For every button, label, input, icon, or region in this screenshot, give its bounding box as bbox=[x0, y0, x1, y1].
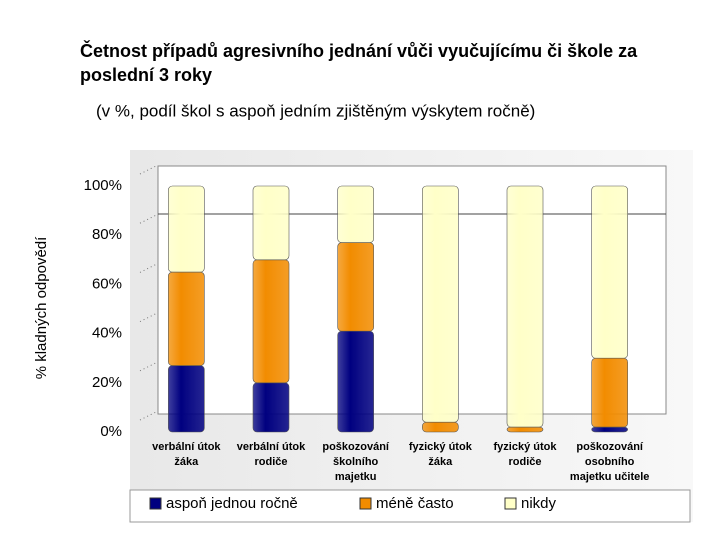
x-tick-label: majetku bbox=[335, 471, 377, 483]
x-tick-label: rodiče bbox=[254, 456, 287, 468]
bar-segment bbox=[591, 426, 628, 433]
bar-segment bbox=[252, 259, 290, 384]
bar-segment bbox=[422, 421, 459, 433]
x-tick-label: školního bbox=[333, 456, 379, 468]
x-tick-label: žáka bbox=[174, 456, 199, 468]
bar-segment bbox=[168, 271, 205, 366]
x-tick-label: majetku učitele bbox=[570, 471, 649, 483]
subtitle: (v %, podíl škol s aspoň jedním zjištěný… bbox=[96, 101, 535, 120]
legend-label: aspoň jednou ročně bbox=[166, 495, 298, 512]
legend-swatch bbox=[359, 497, 372, 510]
tick-mark bbox=[139, 263, 157, 273]
x-tick-label: poškozování bbox=[576, 441, 644, 453]
bar-segment bbox=[506, 426, 544, 433]
x-tick-label: osobního bbox=[585, 456, 635, 468]
y-axis-label: % kladných odpovědí bbox=[33, 236, 50, 379]
tick-mark bbox=[139, 313, 157, 323]
y-tick-label: 20% bbox=[92, 374, 122, 391]
bar-segment bbox=[591, 357, 628, 428]
bar-segment bbox=[168, 365, 205, 433]
plot-wall bbox=[157, 165, 667, 415]
chart-title: Četnost případů agresivního jednání vůči… bbox=[80, 40, 638, 61]
x-tick-label: rodiče bbox=[508, 456, 541, 468]
bar-segment bbox=[337, 185, 374, 243]
y-tick-label: 60% bbox=[92, 275, 122, 292]
x-tick-label: verbální útok bbox=[237, 441, 306, 453]
tick-mark bbox=[139, 165, 157, 175]
x-tick-label: fyzický útok bbox=[409, 441, 473, 453]
x-tick-label: žáka bbox=[428, 456, 453, 468]
tick-mark bbox=[139, 411, 157, 421]
tick-mark bbox=[139, 362, 157, 372]
legend-box bbox=[129, 489, 691, 523]
bar-segment bbox=[252, 382, 290, 433]
bar-segment bbox=[591, 185, 628, 359]
bar-segment bbox=[168, 185, 205, 273]
x-tick-label: poškozování bbox=[322, 441, 390, 453]
bar-segment bbox=[337, 242, 374, 332]
bar-segment bbox=[252, 185, 290, 261]
legend-label: nikdy bbox=[521, 495, 557, 512]
x-tick-label: fyzický útok bbox=[494, 441, 558, 453]
bar-segment bbox=[422, 185, 459, 423]
y-tick-label: 100% bbox=[84, 177, 122, 194]
x-tick-label: verbální útok bbox=[152, 441, 221, 453]
legend-swatch bbox=[149, 497, 162, 510]
chart-title: poslední 3 roky bbox=[80, 65, 212, 85]
bar-segment bbox=[337, 330, 374, 433]
tick-mark bbox=[139, 214, 157, 224]
legend-label: méně často bbox=[376, 495, 454, 512]
bar-segment bbox=[506, 185, 544, 428]
y-tick-label: 0% bbox=[100, 423, 122, 440]
y-tick-label: 80% bbox=[92, 226, 122, 243]
legend-swatch bbox=[504, 497, 517, 510]
y-tick-label: 40% bbox=[92, 325, 122, 342]
